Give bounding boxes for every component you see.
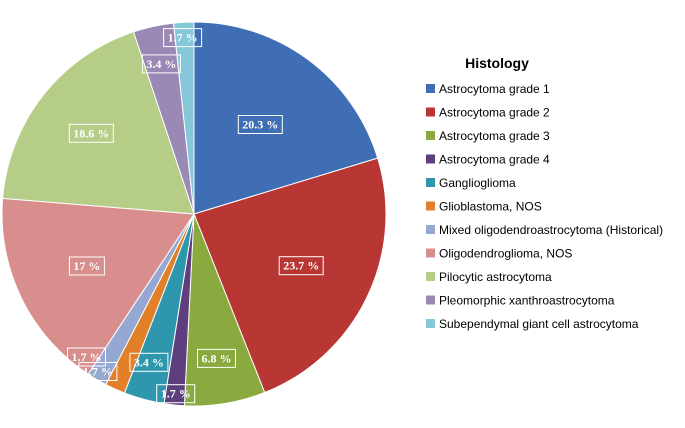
data-label-text: 20.3 % <box>242 118 278 132</box>
legend-swatch <box>426 178 435 187</box>
pie-data-labels: 20.3 %23.7 %6.8 %1.7 %3.4 %1.7 %1.7 %17 … <box>67 28 324 404</box>
legend-label: Ganglioglioma <box>439 176 516 190</box>
legend-item: Glioblastoma, NOS <box>426 200 542 214</box>
data-label-box <box>78 362 118 381</box>
legend-swatch <box>426 319 435 328</box>
data-label-text: 1.7 % <box>161 387 191 401</box>
data-label-text: 3.4 % <box>146 57 176 71</box>
data-label-box <box>68 123 114 143</box>
legend-label: Mixed oligodendroastrocytoma (Historical… <box>439 223 663 237</box>
data-label-5: 3.4 % <box>129 352 169 372</box>
data-label-text: 18.6 % <box>73 126 109 140</box>
data-label-7: 1.7 % <box>67 347 106 367</box>
data-label-text: 1.7 % <box>168 31 198 45</box>
legend-label: Glioblastoma, NOS <box>439 200 542 214</box>
pie-slice-8 <box>1 197 195 375</box>
data-label-text: 23.7 % <box>283 259 319 273</box>
legend-item: Astrocytoma grade 4 <box>426 153 550 167</box>
legend-label: Pleomorphic xanthroastrocytoma <box>439 294 615 308</box>
data-label-box <box>156 384 196 404</box>
data-label-6: 1.7 % <box>78 362 118 381</box>
legend-item: Subependymal giant cell astrocytoma <box>426 317 639 331</box>
data-label-10: 3.4 % <box>141 54 181 74</box>
data-label-box <box>237 115 283 134</box>
pie-slice-1 <box>193 21 379 215</box>
legend-label: Subependymal giant cell astrocytoma <box>439 317 639 331</box>
data-label-box <box>68 256 105 276</box>
data-label-box <box>141 54 181 74</box>
legend-label: Astrocytoma grade 2 <box>439 106 550 120</box>
legend-item: Mixed oligodendroastrocytoma (Historical… <box>426 223 663 237</box>
legend-swatch <box>426 295 435 305</box>
legend: Histology Astrocytoma grade 1 Astrocytoma… <box>426 55 663 331</box>
data-label-3: 6.8 % <box>197 348 236 368</box>
legend-swatch <box>426 225 435 234</box>
pie-slice-11 <box>172 21 195 215</box>
data-label-text: 3.4 % <box>134 355 164 369</box>
legend-item: Oligodendroglioma, NOS <box>426 247 572 261</box>
data-label-11: 1.7 % <box>163 28 203 48</box>
data-label-9: 18.6 % <box>68 123 114 143</box>
legend-swatch <box>426 154 435 164</box>
legend-swatch <box>426 272 435 281</box>
data-label-text: 17 % <box>73 259 100 273</box>
legend-swatch <box>426 201 435 211</box>
legend-swatch <box>426 131 435 140</box>
data-label-text: 1.7 % <box>83 365 113 379</box>
data-label-8: 17 % <box>68 256 105 276</box>
pie-slices <box>1 21 387 407</box>
data-label-box <box>129 352 169 372</box>
data-label-2: 23.7 % <box>278 256 324 276</box>
legend-item: Astrocytoma grade 1 <box>426 82 550 96</box>
legend-item: Pilocytic astrocytoma <box>426 270 552 284</box>
legend-label: Astrocytoma grade 3 <box>439 129 550 143</box>
legend-item: Astrocytoma grade 3 <box>426 129 550 143</box>
legend-item: Astrocytoma grade 2 <box>426 106 550 120</box>
data-label-1: 20.3 % <box>237 115 283 134</box>
legend-label: Pilocytic astrocytoma <box>439 270 552 284</box>
legend-label: Oligodendroglioma, NOS <box>439 247 572 261</box>
legend-label: Astrocytoma grade 4 <box>439 153 550 167</box>
legend-item: Pleomorphic xanthroastrocytoma <box>426 294 615 308</box>
pie-slice-9 <box>2 31 195 215</box>
legend-swatch <box>426 248 435 258</box>
data-label-box <box>197 348 236 368</box>
data-label-box <box>163 28 203 48</box>
legend-title: Histology <box>465 55 529 71</box>
legend-label: Astrocytoma grade 1 <box>439 82 550 96</box>
data-label-text: 6.8 % <box>202 351 232 365</box>
data-label-box <box>67 347 106 367</box>
legend-swatch <box>426 84 435 93</box>
legend-swatch <box>426 107 435 117</box>
data-label-text: 1.7 % <box>72 350 102 364</box>
data-label-4: 1.7 % <box>156 384 196 404</box>
data-label-box <box>278 256 324 276</box>
legend-item: Ganglioglioma <box>426 176 516 190</box>
